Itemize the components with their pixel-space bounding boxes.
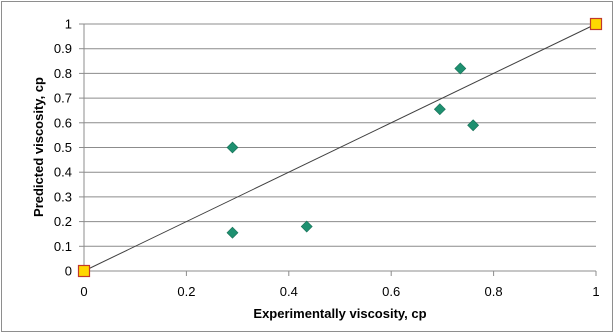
y-tick-label: 0.9 bbox=[54, 41, 72, 56]
y-tick-label: 0.6 bbox=[54, 115, 72, 130]
data-point-diamond bbox=[226, 226, 239, 239]
x-tick-label: 0.6 bbox=[382, 284, 400, 299]
gridlines bbox=[84, 23, 596, 247]
parity-line bbox=[83, 23, 597, 272]
y-tick-label: 1 bbox=[65, 17, 72, 32]
x-tick-label: 0.2 bbox=[177, 284, 195, 299]
data-point-diamond bbox=[454, 62, 467, 75]
x-tick-label: 0.4 bbox=[280, 284, 298, 299]
data-series bbox=[77, 17, 603, 278]
y-tick-label: 0.3 bbox=[54, 189, 72, 204]
y-tick-labels: 0 0.1 0.2 0.3 0.4 0.5 0.6 0.7 0.8 0.9 1 bbox=[54, 17, 72, 279]
y-tick-label: 0.1 bbox=[54, 239, 72, 254]
y-axis-title: Predicted viscosity, cp bbox=[31, 77, 46, 217]
axes bbox=[79, 23, 597, 276]
data-point-diamond bbox=[226, 141, 239, 154]
x-tick-label: 1 bbox=[592, 284, 599, 299]
y-tick-label: 0.5 bbox=[54, 140, 72, 155]
x-tick-label: 0.8 bbox=[485, 284, 503, 299]
x-tick-labels: 0 0.2 0.4 0.6 0.8 1 bbox=[80, 284, 599, 299]
data-point-diamond bbox=[467, 119, 480, 132]
y-tick-label: 0.2 bbox=[54, 214, 72, 229]
data-point-diamond bbox=[433, 103, 446, 116]
data-point-diamond bbox=[300, 220, 313, 233]
x-tick-label: 0 bbox=[80, 284, 87, 299]
y-tick-label: 0 bbox=[65, 264, 72, 279]
data-point-square bbox=[77, 264, 91, 278]
data-point-square bbox=[589, 17, 603, 31]
y-tick-label: 0.4 bbox=[54, 165, 72, 180]
y-tick-label: 0.8 bbox=[54, 66, 72, 81]
x-axis-title: Experimentally viscosity, cp bbox=[253, 306, 426, 321]
y-tick-label: 0.7 bbox=[54, 91, 72, 106]
